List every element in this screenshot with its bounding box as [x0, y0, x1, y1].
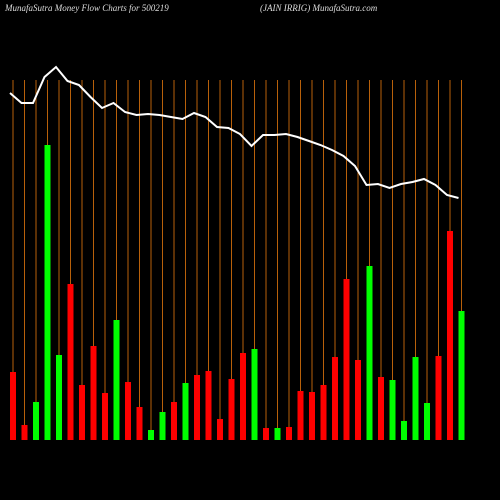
bar: [343, 279, 350, 440]
bar: [263, 428, 269, 440]
bar: [90, 346, 97, 440]
bar: [401, 421, 407, 440]
bar: [148, 430, 154, 440]
chart-title: MunafaSutra Money Flow Charts for 500219: [4, 3, 169, 13]
bar: [33, 402, 39, 440]
bar: [412, 357, 419, 440]
bar: [366, 266, 373, 440]
bar: [79, 385, 85, 440]
bar: [159, 412, 166, 440]
bar: [240, 353, 246, 440]
bar: [355, 360, 361, 440]
bar: [286, 427, 292, 440]
bar: [102, 393, 108, 440]
bar: [67, 284, 74, 440]
bar: [217, 419, 223, 440]
chart-subtitle: (JAIN IRRIG) MunafaSutra.com: [260, 3, 378, 13]
bar: [389, 380, 396, 440]
bar: [44, 145, 51, 440]
bar: [447, 231, 453, 440]
bar: [10, 372, 16, 440]
bar: [228, 379, 235, 440]
bar: [378, 377, 384, 440]
bar: [320, 385, 327, 440]
line: [9, 65, 459, 199]
bar: [297, 391, 304, 440]
bar: [205, 371, 212, 440]
bar: [274, 428, 281, 440]
bar: [182, 383, 189, 440]
bar: [136, 407, 143, 440]
bar: [309, 392, 315, 440]
bar: [458, 311, 465, 440]
bar: [171, 402, 177, 440]
bar: [435, 356, 442, 440]
bar: [56, 355, 62, 440]
bar: [424, 403, 430, 440]
bar: [125, 382, 131, 440]
bar: [251, 349, 258, 440]
bar: [113, 320, 120, 440]
bar: [194, 375, 200, 440]
bar: [21, 425, 28, 440]
bar: [332, 357, 338, 440]
